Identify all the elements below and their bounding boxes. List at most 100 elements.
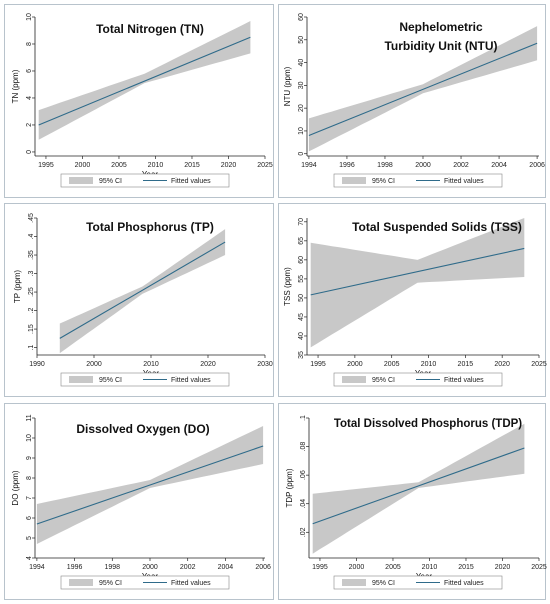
- tdp-legend: 95% CI Fitted values: [333, 575, 503, 590]
- tp-legend-ci-label: 95% CI: [99, 377, 122, 384]
- tp-y-tick-label: .3: [28, 271, 35, 277]
- ntu-legend-ci-swatch: [342, 177, 366, 184]
- tdp-y-tick-label: .08: [300, 442, 307, 452]
- tss-fitted-line: [310, 247, 525, 296]
- tss-legend-ci-label: 95% CI: [372, 377, 395, 384]
- tn-x-tick-label: 2010: [148, 162, 164, 169]
- tss-chart-svg: 1995 2000 2005 2010 2015 2020 2025 35 40 45 50 55 60…: [283, 218, 547, 387]
- do-x-tick-label: 1994: [29, 564, 45, 571]
- ntu-x-tick-label: 1994: [301, 162, 317, 169]
- do-y-tick-label: 9: [26, 456, 33, 460]
- ntu-x-tick-label: 1998: [377, 162, 393, 169]
- do-legend-ci-swatch: [69, 579, 93, 586]
- tss-x-tick-label: 2000: [347, 361, 363, 368]
- tn-chart-panel: 19952000200520102015202020250246810YearT…: [4, 4, 274, 198]
- do-legend-fit-label: Fitted values: [171, 580, 211, 587]
- do-legend: 95% CI Fitted values: [60, 575, 230, 590]
- tdp-x-tick-label: 2010: [422, 564, 438, 571]
- do-fitted-line: [36, 445, 264, 525]
- tn-x-tick-label: 1995: [38, 162, 54, 169]
- tss-ci-band: [310, 218, 525, 348]
- do-chart-svg: 19941996199820002002200420064567891011Ye…: [11, 414, 271, 590]
- tp-legend-fit-label: Fitted values: [171, 377, 211, 384]
- tss-legend: 95% CI Fitted values: [333, 372, 503, 387]
- ntu-chart-title: Nephelometric: [399, 20, 483, 34]
- tss-y-tick-label: 45: [298, 313, 305, 321]
- do-legend-ci-label: 95% CI: [99, 580, 122, 587]
- ntu-x-tick-label: 2000: [415, 162, 431, 169]
- tss-y-tick-label: 55: [298, 275, 305, 283]
- do-x-tick-label: 2006: [255, 564, 271, 571]
- tp-x-tick-label: 2000: [86, 361, 102, 368]
- tdp-legend-fit-label: Fitted values: [444, 580, 484, 587]
- tn-x-tick-label: 2005: [111, 162, 127, 169]
- tn-y-tick-label: 10: [26, 13, 33, 21]
- tdp-y-axis-label: TDP (ppm): [285, 468, 294, 507]
- tss-y-tick-label: 35: [298, 351, 305, 359]
- tdp-x-tick-label: 2000: [349, 564, 365, 571]
- tn-y-axis-label: TN (ppm): [11, 69, 20, 103]
- ntu-y-tick-label: 40: [298, 59, 305, 67]
- ntu-y-tick-label: 30: [298, 81, 305, 89]
- tp-y-axis-label: TP (ppm): [13, 270, 22, 304]
- tss-y-tick-label: 65: [298, 237, 305, 245]
- tss-x-tick-label: 2025: [531, 361, 547, 368]
- tp-x-tick-label: 2010: [143, 361, 159, 368]
- tss-x-tick-label: 2020: [494, 361, 510, 368]
- tn-legend-ci-label: 95% CI: [99, 178, 122, 185]
- tdp-legend-ci-label: 95% CI: [372, 580, 395, 587]
- tn-chart-title: Total Nitrogen (TN): [96, 22, 204, 36]
- do-y-tick-label: 6: [26, 516, 33, 520]
- tp-y-tick-label: .25: [28, 287, 35, 297]
- tdp-y-tick-label: .04: [300, 499, 307, 509]
- tp-y-tick-label: .35: [28, 250, 35, 260]
- do-chart-title: Dissolved Oxygen (DO): [76, 422, 209, 436]
- tdp-y-tick-label: .02: [300, 527, 307, 537]
- tn-x-tick-label: 2020: [221, 162, 237, 169]
- tp-y-tick-label: .2: [28, 308, 35, 314]
- tss-y-tick-label: 40: [298, 332, 305, 340]
- do-x-tick-label: 2002: [180, 564, 196, 571]
- do-x-tick-label: 2004: [218, 564, 234, 571]
- tdp-chart-svg: 1995 2000 2005 2010 2015 2020 2025 .02 .04 .06 .08…: [285, 415, 547, 590]
- tp-x-tick-label: 2020: [200, 361, 216, 368]
- tdp-x-tick-label: 2020: [495, 564, 511, 571]
- do-x-tick-label: 1996: [67, 564, 83, 571]
- tss-y-tick-label: 70: [298, 218, 305, 226]
- ntu-y-tick-label: 20: [298, 104, 305, 112]
- tp-x-tick-label: 1990: [29, 361, 45, 368]
- tp-y-tick-label: .15: [28, 324, 35, 334]
- tp-x-tick-label: 2030: [257, 361, 273, 368]
- tss-y-tick-label: 60: [298, 256, 305, 264]
- tn-x-tick-label: 2025: [257, 162, 273, 169]
- tdp-x-tick-label: 2025: [531, 564, 547, 571]
- ntu-x-tick-label: 2004: [491, 162, 507, 169]
- tss-legend-ci-swatch: [342, 376, 366, 383]
- tn-x-tick-label: 2000: [75, 162, 91, 169]
- ntu-y-tick-label: 10: [298, 127, 305, 135]
- tp-y-tick-label: .1: [28, 345, 35, 351]
- tn-y-tick-label: 8: [26, 42, 33, 46]
- ntu-legend: 95% CI Fitted values: [333, 173, 503, 188]
- tdp-y-tick-label: .1: [300, 415, 307, 421]
- tss-y-axis-label: TSS (ppm): [283, 267, 292, 306]
- tss-x-tick-label: 2015: [458, 361, 474, 368]
- ntu-legend-fit-label: Fitted values: [444, 178, 484, 185]
- tdp-legend-ci-swatch: [342, 579, 366, 586]
- tp-chart-panel: 1990 2000 2010 2020 2030 .1 .15 .2 .25 .3 .35 .4 .45…: [4, 203, 274, 397]
- tdp-y-tick-label: .06: [300, 470, 307, 480]
- do-y-tick-label: 8: [26, 476, 33, 480]
- tn-y-tick-label: 6: [26, 69, 33, 73]
- tss-y-tick-label: 50: [298, 294, 305, 302]
- tss-x-tick-label: 1995: [310, 361, 326, 368]
- do-x-tick-label: 2000: [142, 564, 158, 571]
- tp-y-tick-label: .4: [28, 233, 35, 239]
- do-y-tick-label: 11: [26, 414, 33, 421]
- do-x-tick-label: 1998: [105, 564, 121, 571]
- tdp-x-tick-label: 2005: [385, 564, 401, 571]
- tss-x-tick-label: 2005: [384, 361, 400, 368]
- tdp-chart-title: Total Dissolved Phosphorus (TDP): [334, 418, 522, 430]
- do-y-axis-label: DO (ppm): [11, 470, 20, 505]
- tdp-chart-panel: 1995 2000 2005 2010 2015 2020 2025 .02 .04 .06 .08…: [278, 403, 547, 600]
- do-y-tick-label: 10: [26, 434, 33, 442]
